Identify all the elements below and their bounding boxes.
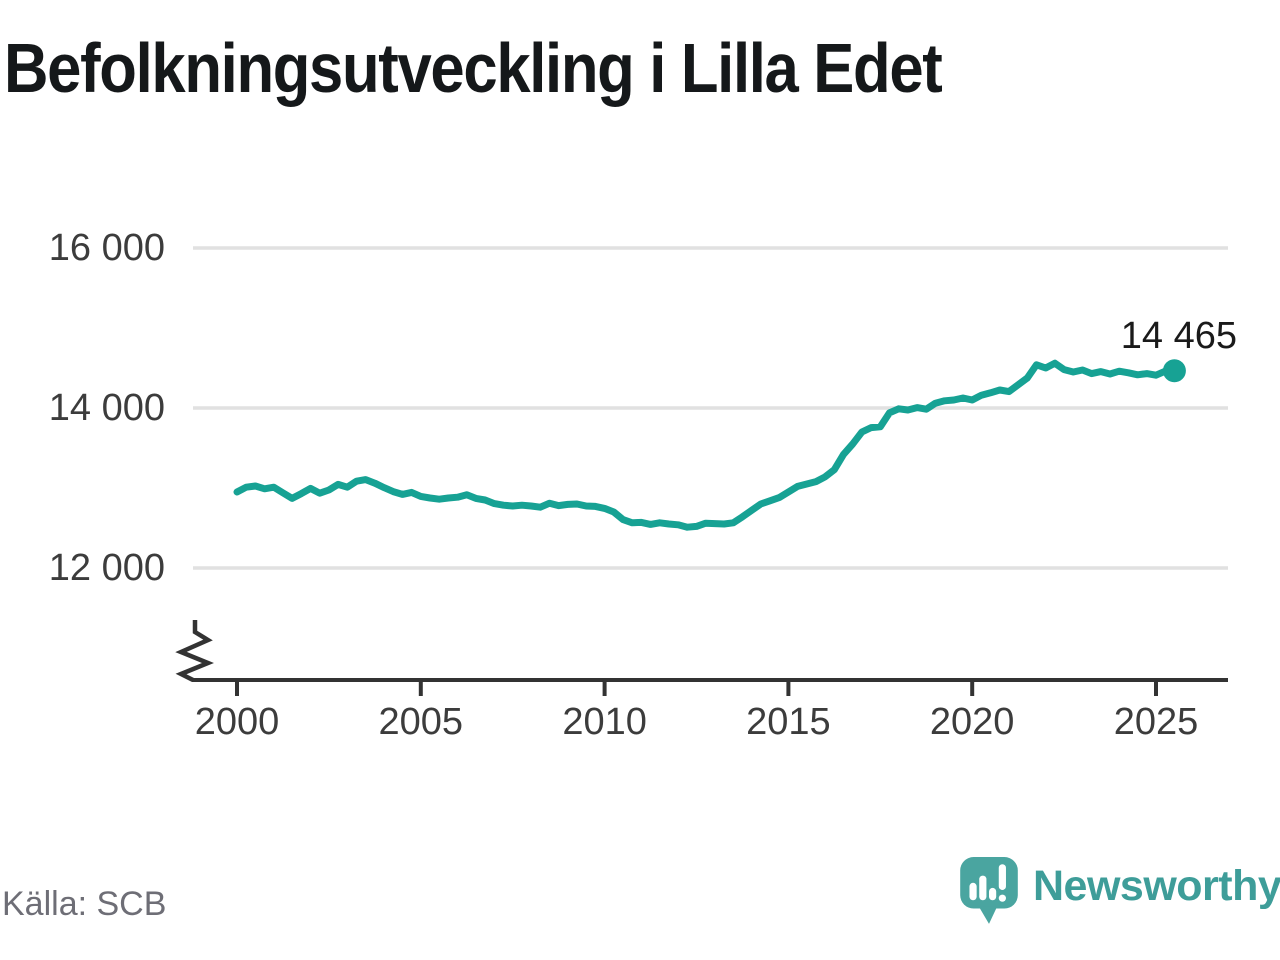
x-axis-label: 2010 xyxy=(562,701,647,743)
y-axis-label: 14 000 xyxy=(48,387,165,429)
brand-logo: Newsworthy xyxy=(958,855,1280,927)
newsworthy-logo-icon xyxy=(960,857,1018,924)
x-axis-label: 2015 xyxy=(746,701,831,743)
end-value-label: 14 465 xyxy=(1120,315,1237,357)
population-line xyxy=(233,359,1178,531)
end-point-dot xyxy=(1162,359,1186,383)
source-label: Källa: SCB xyxy=(2,885,167,923)
brand-name: Newsworthy xyxy=(1033,861,1280,910)
y-axis-label: 12 000 xyxy=(48,547,165,589)
x-axis-label: 2005 xyxy=(378,701,464,743)
x-axis-label: 2000 xyxy=(194,701,280,743)
y-axis-break-icon xyxy=(175,620,214,683)
y-axis-label: 16 000 xyxy=(48,227,165,269)
x-axis-label: 2020 xyxy=(929,701,1015,743)
x-axis-label: 2025 xyxy=(1113,701,1199,743)
chart-title: Befolkningsutveckling i Lilla Edet xyxy=(4,29,943,107)
